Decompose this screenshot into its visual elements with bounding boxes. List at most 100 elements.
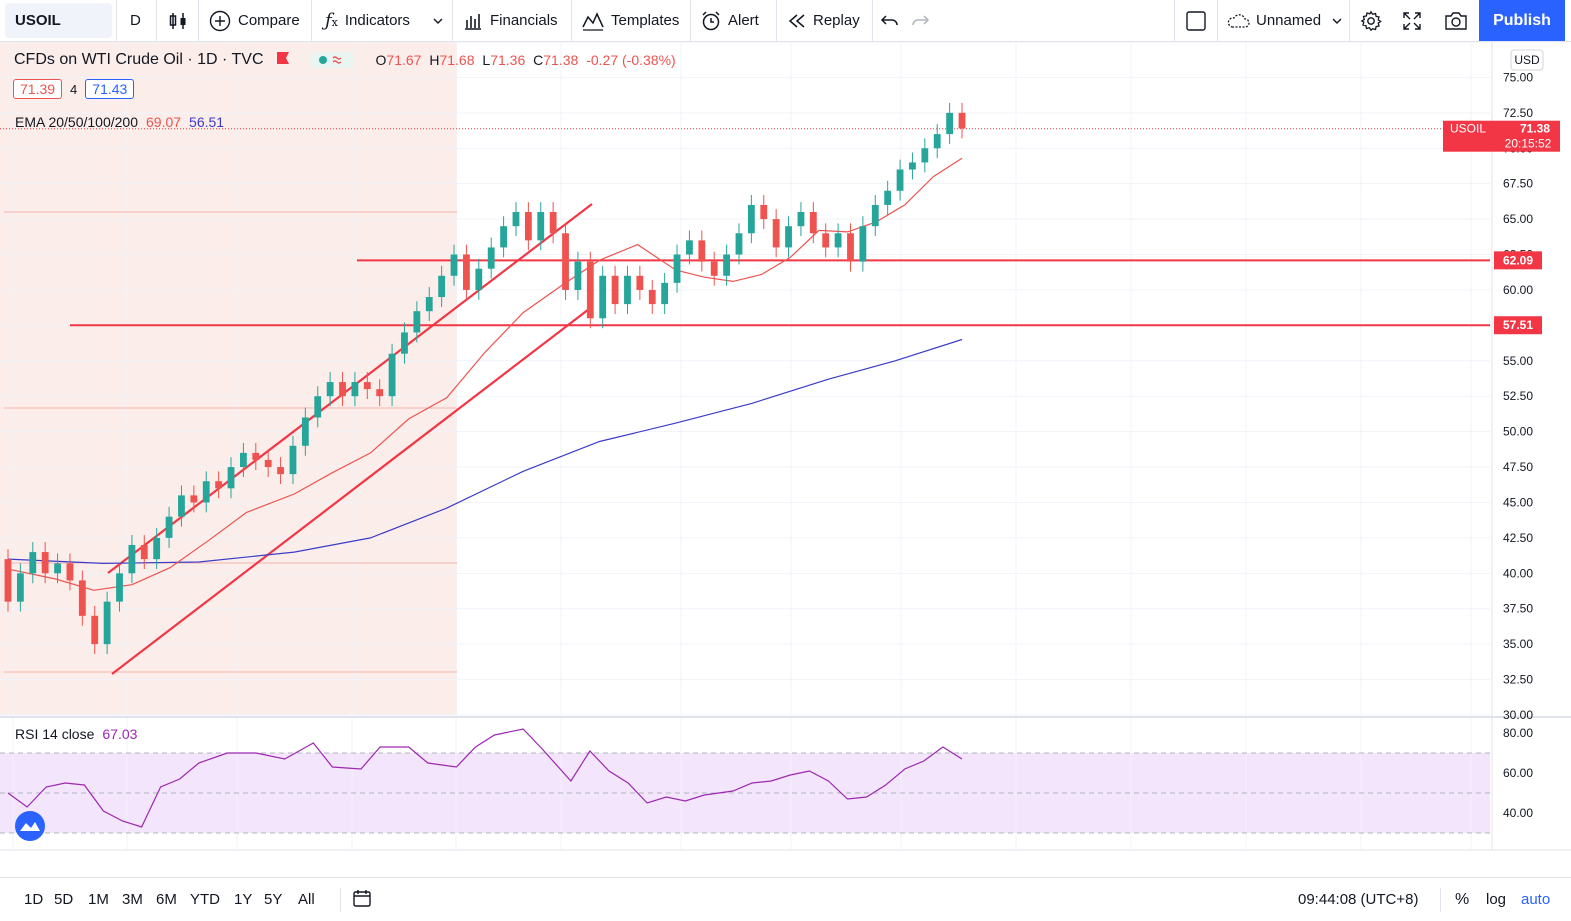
publish-button[interactable]: Publish	[1479, 0, 1565, 41]
candle-body	[735, 233, 743, 255]
sell-button[interactable]: 71.39	[13, 79, 63, 99]
channel-lower-line	[111, 305, 594, 675]
close-label: C	[533, 52, 544, 68]
range-button-1m[interactable]: 1M	[88, 891, 109, 908]
ema-legend[interactable]: EMA 20/50/100/200 69.07 56.51	[15, 114, 224, 130]
chart-canvas[interactable]: 75.0072.5070.0067.5065.0062.5060.0057.50…	[0, 42, 1571, 852]
candle-body	[376, 389, 384, 397]
redo-icon	[910, 13, 930, 29]
range-button-5y[interactable]: 5Y	[264, 891, 283, 908]
chart-area[interactable]: 75.0072.5070.0067.5065.0062.5060.0057.50…	[0, 42, 1571, 852]
candle-body	[54, 563, 61, 574]
camera-icon	[1444, 11, 1468, 31]
plus-circle-icon	[209, 10, 231, 32]
templates-button[interactable]: Templates	[582, 0, 679, 41]
trade-buttons: 71.39 4 71.43	[13, 79, 135, 99]
layout-name-button[interactable]: Unnamed	[1226, 0, 1321, 41]
toolbar-divider	[116, 0, 117, 41]
candle-body	[326, 382, 334, 397]
candle-body	[797, 212, 805, 227]
bar-chart-icon	[463, 11, 483, 31]
candle-body	[698, 240, 706, 262]
candle-body	[78, 580, 86, 616]
symbol-text: USOIL	[15, 12, 61, 29]
candle-body	[624, 275, 631, 305]
fullscreen-button[interactable]	[1402, 0, 1422, 41]
calendar-icon	[352, 888, 372, 912]
settings-button[interactable]	[1360, 0, 1382, 41]
candle-body	[388, 353, 396, 397]
range-button-1y[interactable]: 1Y	[234, 891, 253, 908]
chart-type-button[interactable]	[168, 0, 188, 41]
indicators-button[interactable]: ƒx Indicators	[325, 0, 410, 41]
candle-body	[116, 573, 123, 602]
rsi-axis-tick: 80.00	[1503, 726, 1533, 740]
candle-body	[153, 537, 161, 560]
range-button-3m[interactable]: 3M	[122, 891, 143, 908]
redo-button[interactable]	[910, 0, 930, 41]
candle-body	[661, 282, 669, 305]
compare-button[interactable]: Compare	[209, 0, 300, 41]
buy-button[interactable]: 71.43	[85, 79, 135, 99]
toolbar-divider	[311, 0, 312, 41]
symbol-search[interactable]: USOIL	[5, 3, 112, 38]
range-button-ytd[interactable]: YTD	[190, 891, 220, 908]
layout-dropdown[interactable]	[1331, 0, 1343, 41]
rsi-value: 67.03	[102, 726, 138, 742]
range-button-all[interactable]: All	[298, 891, 315, 908]
cloud-icon	[1226, 12, 1250, 30]
price-axis-tick: 52.50	[1503, 389, 1533, 403]
price-axis-tick: 72.50	[1503, 106, 1533, 120]
snapshot-button[interactable]	[1444, 0, 1468, 41]
layout-name-label: Unnamed	[1256, 12, 1322, 29]
candle-body	[747, 204, 755, 234]
undo-icon	[880, 13, 900, 29]
ema-value-1: 69.07	[146, 114, 182, 130]
toolbar-divider	[776, 0, 777, 41]
price-axis-tick: 47.50	[1503, 460, 1533, 474]
candle-body	[586, 261, 594, 319]
goto-date-button[interactable]	[352, 878, 372, 921]
rsi-legend[interactable]: RSI 14 close 67.03	[15, 726, 137, 742]
square-icon	[1185, 10, 1207, 32]
candle-body	[128, 544, 136, 574]
clock-display[interactable]: 09:44:08 (UTC+8)	[1298, 891, 1419, 908]
level-price-tag	[1494, 316, 1542, 335]
fullscreen-icon	[1402, 11, 1422, 31]
percent-toggle[interactable]: %	[1455, 890, 1470, 908]
replay-label: Replay	[813, 12, 860, 29]
interval-button[interactable]: D	[130, 0, 141, 41]
indicators-label: Indicators	[344, 12, 410, 29]
candle-body	[264, 459, 272, 468]
change-value: -0.27 (-0.38%)	[586, 52, 676, 68]
market-status-icon	[309, 52, 354, 68]
candle-body	[463, 254, 470, 290]
toolbar-divider	[1349, 0, 1350, 41]
current-price-tag	[1443, 120, 1560, 152]
current-symbol-label: USOIL	[1450, 122, 1486, 136]
candle-body	[946, 112, 954, 135]
range-button-5d[interactable]: 5D	[54, 891, 74, 908]
alarm-clock-icon	[700, 10, 722, 32]
range-button-6m[interactable]: 6M	[156, 891, 177, 908]
candle-body	[673, 254, 681, 283]
auto-toggle[interactable]: auto	[1521, 891, 1551, 908]
tradingview-logo-icon[interactable]	[14, 810, 46, 847]
replay-button[interactable]: Replay	[788, 0, 860, 41]
alert-button[interactable]: Alert	[700, 0, 759, 41]
toolbar-divider	[690, 0, 691, 41]
candle-body	[562, 233, 569, 290]
channel-upper-line	[107, 203, 593, 574]
range-button-1d[interactable]: 1D	[24, 891, 44, 908]
log-toggle[interactable]: log	[1486, 891, 1507, 908]
undo-button[interactable]	[880, 0, 900, 41]
indicators-dropdown[interactable]	[432, 0, 444, 41]
layout-select-button[interactable]	[1185, 0, 1207, 41]
spread-value: 4	[70, 81, 78, 97]
candle-body	[277, 467, 284, 475]
candle-body	[760, 204, 768, 220]
financials-button[interactable]: Financials	[463, 0, 558, 41]
toolbar-divider	[1440, 888, 1441, 912]
candle-body	[450, 254, 458, 276]
rsi-axis-tick: 40.00	[1503, 806, 1533, 820]
